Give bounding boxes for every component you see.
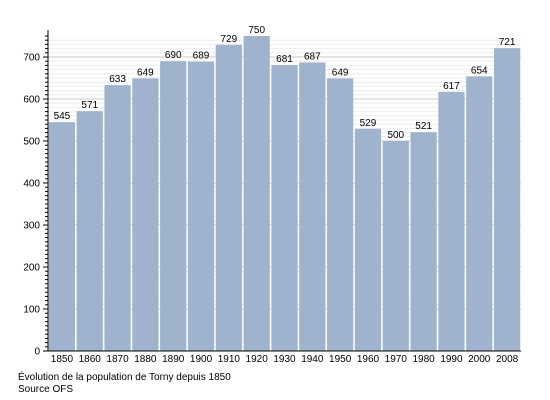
x-tick-label-1950: 1950 [329, 354, 352, 365]
bar-1920 [243, 36, 270, 351]
x-tick-label-1910: 1910 [218, 354, 241, 365]
data-label-1990: 617 [443, 81, 460, 92]
bar-2000 [466, 76, 493, 351]
x-tick-label-1920: 1920 [246, 354, 269, 365]
bar-2008 [493, 48, 521, 352]
x-tick-label-1990: 1990 [440, 354, 463, 365]
data-label-1950: 649 [332, 67, 349, 78]
data-label-1940: 687 [304, 51, 321, 62]
y-tick-label-200: 200 [23, 263, 40, 274]
bar-1900 [187, 61, 215, 352]
chart-caption-source: Source OFS [18, 384, 74, 395]
data-label-1890: 690 [165, 50, 182, 61]
bar-1950 [327, 78, 354, 352]
data-labels: 545 571 633 649 690 689 729 750 681 687 649 529 500 5… [54, 25, 516, 141]
data-label-2008: 721 [499, 37, 516, 48]
bars [48, 36, 521, 352]
y-tick-label-0: 0 [34, 347, 40, 358]
bar-1880 [132, 78, 159, 352]
data-label-1960: 529 [360, 118, 377, 129]
data-label-1850: 545 [54, 111, 71, 122]
data-label-1910: 729 [221, 34, 238, 45]
bar-1910 [215, 44, 242, 351]
chart-caption-title: Évolution de la population de Torny depu… [18, 372, 231, 383]
bar-1870 [104, 85, 131, 351]
bar-1860 [76, 111, 103, 352]
bar-1850 [48, 122, 76, 351]
x-tick-label-1860: 1860 [79, 354, 102, 365]
bar-1960 [354, 128, 382, 351]
x-tick-label-2000: 2000 [468, 354, 491, 365]
y-tick-label-300: 300 [23, 221, 40, 232]
x-tick-label-2008: 2008 [496, 354, 519, 365]
data-label-1870: 633 [109, 74, 126, 85]
y-tick-label-500: 500 [23, 137, 40, 148]
x-tick-label-1930: 1930 [273, 354, 296, 365]
bar-1970 [382, 141, 409, 351]
bar-1940 [299, 62, 326, 352]
x-tick-label-1970: 1970 [385, 354, 408, 365]
data-label-2000: 654 [471, 65, 488, 76]
x-tick-label-1880: 1880 [134, 354, 157, 365]
x-tick-label-1890: 1890 [162, 354, 185, 365]
x-tick-label-1960: 1960 [357, 354, 380, 365]
x-tick-label-1850: 1850 [51, 354, 74, 365]
x-tick-label-1980: 1980 [412, 354, 435, 365]
x-tick-label-1900: 1900 [190, 354, 213, 365]
bar-1980 [410, 132, 437, 351]
y-tick-label-600: 600 [23, 95, 40, 106]
data-label-1920: 750 [248, 25, 265, 36]
x-tick-label-1870: 1870 [106, 354, 129, 365]
bar-1890 [160, 61, 187, 351]
y-tick-label-700: 700 [23, 53, 40, 64]
data-label-1880: 649 [137, 67, 154, 78]
data-label-1980: 521 [415, 121, 432, 132]
y-tick-label-100: 100 [23, 305, 40, 316]
data-label-1860: 571 [81, 100, 98, 111]
axes: 1850 1860 1870 1880 1890 1900 1910 1920 1930 1940… [23, 30, 521, 365]
bar-1930 [271, 64, 298, 351]
y-tick-label-400: 400 [23, 179, 40, 190]
data-label-1970: 500 [387, 130, 404, 141]
bar-1990 [438, 91, 465, 352]
data-label-1930: 681 [276, 54, 293, 65]
x-tick-label-1940: 1940 [301, 354, 324, 365]
data-label-1900: 689 [193, 51, 210, 62]
